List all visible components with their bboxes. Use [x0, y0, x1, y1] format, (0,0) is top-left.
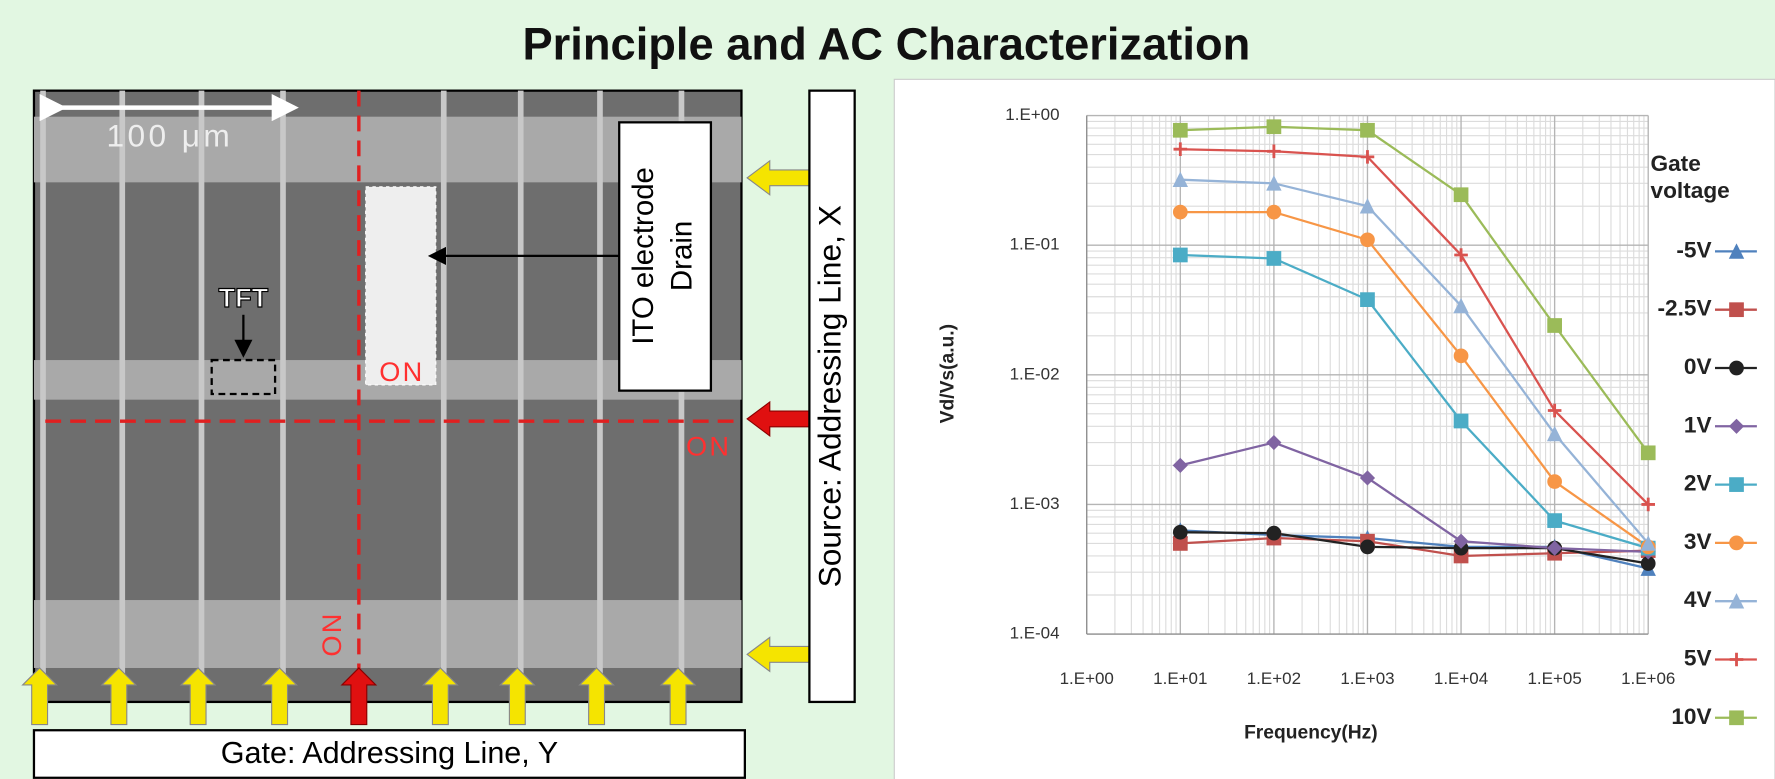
y-tick-label: 1.E-03 [1010, 494, 1060, 513]
y-tick-label: 1.E-02 [1010, 364, 1060, 383]
marker [1641, 497, 1656, 512]
x-tick-label: 1.E+04 [1434, 669, 1488, 688]
marker [1266, 204, 1282, 220]
marker [1729, 710, 1744, 726]
series-line [1180, 148, 1650, 506]
marker [1360, 150, 1375, 164]
x-tick-label: 1.E+02 [1247, 669, 1301, 688]
series-line [1180, 441, 1649, 554]
marker [1547, 513, 1562, 528]
on-label: ON [686, 431, 731, 462]
y-axis-label: Vd/Vs(a.u.) [938, 324, 959, 423]
on-label: ON [316, 611, 347, 656]
marker [1729, 535, 1744, 551]
source-label: Source: Addressing Line, X [811, 205, 847, 587]
marker [1360, 292, 1375, 307]
tft-label: TFT [219, 282, 269, 313]
marker [1266, 119, 1282, 135]
marker [1266, 434, 1282, 451]
gate-label: Gate: Addressing Line, Y [221, 736, 558, 770]
x-tick-label: 1.E+03 [1340, 669, 1394, 688]
marker [1360, 232, 1375, 248]
legend-label: 5V [1684, 645, 1712, 670]
x-tick-label: 1.E+05 [1528, 669, 1582, 688]
series-line [1180, 531, 1649, 565]
legend-label: 2V [1684, 471, 1712, 496]
y-tick-label: 1.E-04 [1010, 623, 1060, 642]
marker [1547, 403, 1562, 418]
marker [1360, 122, 1375, 138]
legend-label: 10V [1671, 704, 1711, 729]
legend-label: 3V [1684, 529, 1712, 554]
legend-label: 0V [1684, 354, 1712, 379]
marker [1547, 474, 1562, 489]
ito-label: Drain [666, 221, 699, 291]
legend-label: -5V [1676, 237, 1711, 262]
legend-label: 4V [1684, 587, 1712, 612]
slide-title: Principle and AC Characterization [522, 19, 1250, 70]
marker [1546, 425, 1563, 442]
x-tick-label: 1.E+01 [1153, 669, 1207, 688]
marker [1728, 243, 1745, 259]
legend-title: Gate voltage [1650, 151, 1730, 204]
marker [1453, 187, 1469, 203]
marker [1172, 171, 1189, 188]
y-tick-label: 1.E+00 [1005, 105, 1059, 124]
marker [1172, 524, 1188, 540]
marker [1547, 540, 1563, 556]
marker [1173, 142, 1188, 156]
ito-label: ITO electrode [627, 167, 660, 345]
x-tick-label: 1.E+00 [1060, 669, 1114, 688]
marker [1640, 445, 1656, 461]
legend-label: -2.5V [1658, 296, 1712, 321]
x-tick-label: 1.E+06 [1621, 669, 1675, 688]
scale-bar-label: 100 μm [106, 118, 233, 154]
marker [1360, 539, 1375, 555]
marker [1728, 593, 1745, 609]
series-line [1180, 178, 1650, 545]
legend-title-box: Gate voltage [1650, 151, 1730, 204]
marker [1729, 652, 1744, 667]
x-axis-label: Frequency(Hz) [1244, 723, 1378, 744]
marker [1547, 318, 1562, 333]
marker [1267, 144, 1281, 159]
marker [1729, 477, 1744, 492]
marker [1266, 175, 1282, 191]
marker [1729, 360, 1744, 376]
marker [1359, 198, 1376, 214]
marker [1729, 302, 1744, 318]
marker [1640, 535, 1656, 551]
micrograph [21, 89, 856, 779]
marker [1172, 122, 1188, 138]
series-line [1180, 253, 1649, 550]
marker [1172, 247, 1188, 263]
marker [1453, 348, 1469, 364]
legend-label: 1V [1684, 412, 1712, 437]
marker [1266, 525, 1282, 541]
marker [1454, 248, 1468, 262]
marker [1359, 470, 1376, 486]
plot: 1.E+00 1.E+01 1.E+02 1.E+03 1.E+04 1.E+05 1.E+… [938, 105, 1757, 744]
marker [1728, 418, 1745, 434]
marker [1453, 297, 1469, 314]
marker [1266, 251, 1282, 266]
marker [1172, 204, 1188, 220]
series-line [1180, 210, 1649, 548]
marker [1453, 533, 1469, 549]
on-label: ON [379, 356, 424, 387]
chart-panel [893, 78, 1775, 779]
marker [1172, 457, 1188, 473]
y-tick-label: 1.E-01 [1010, 235, 1060, 254]
series-line [1180, 125, 1650, 454]
marker [1453, 413, 1469, 429]
